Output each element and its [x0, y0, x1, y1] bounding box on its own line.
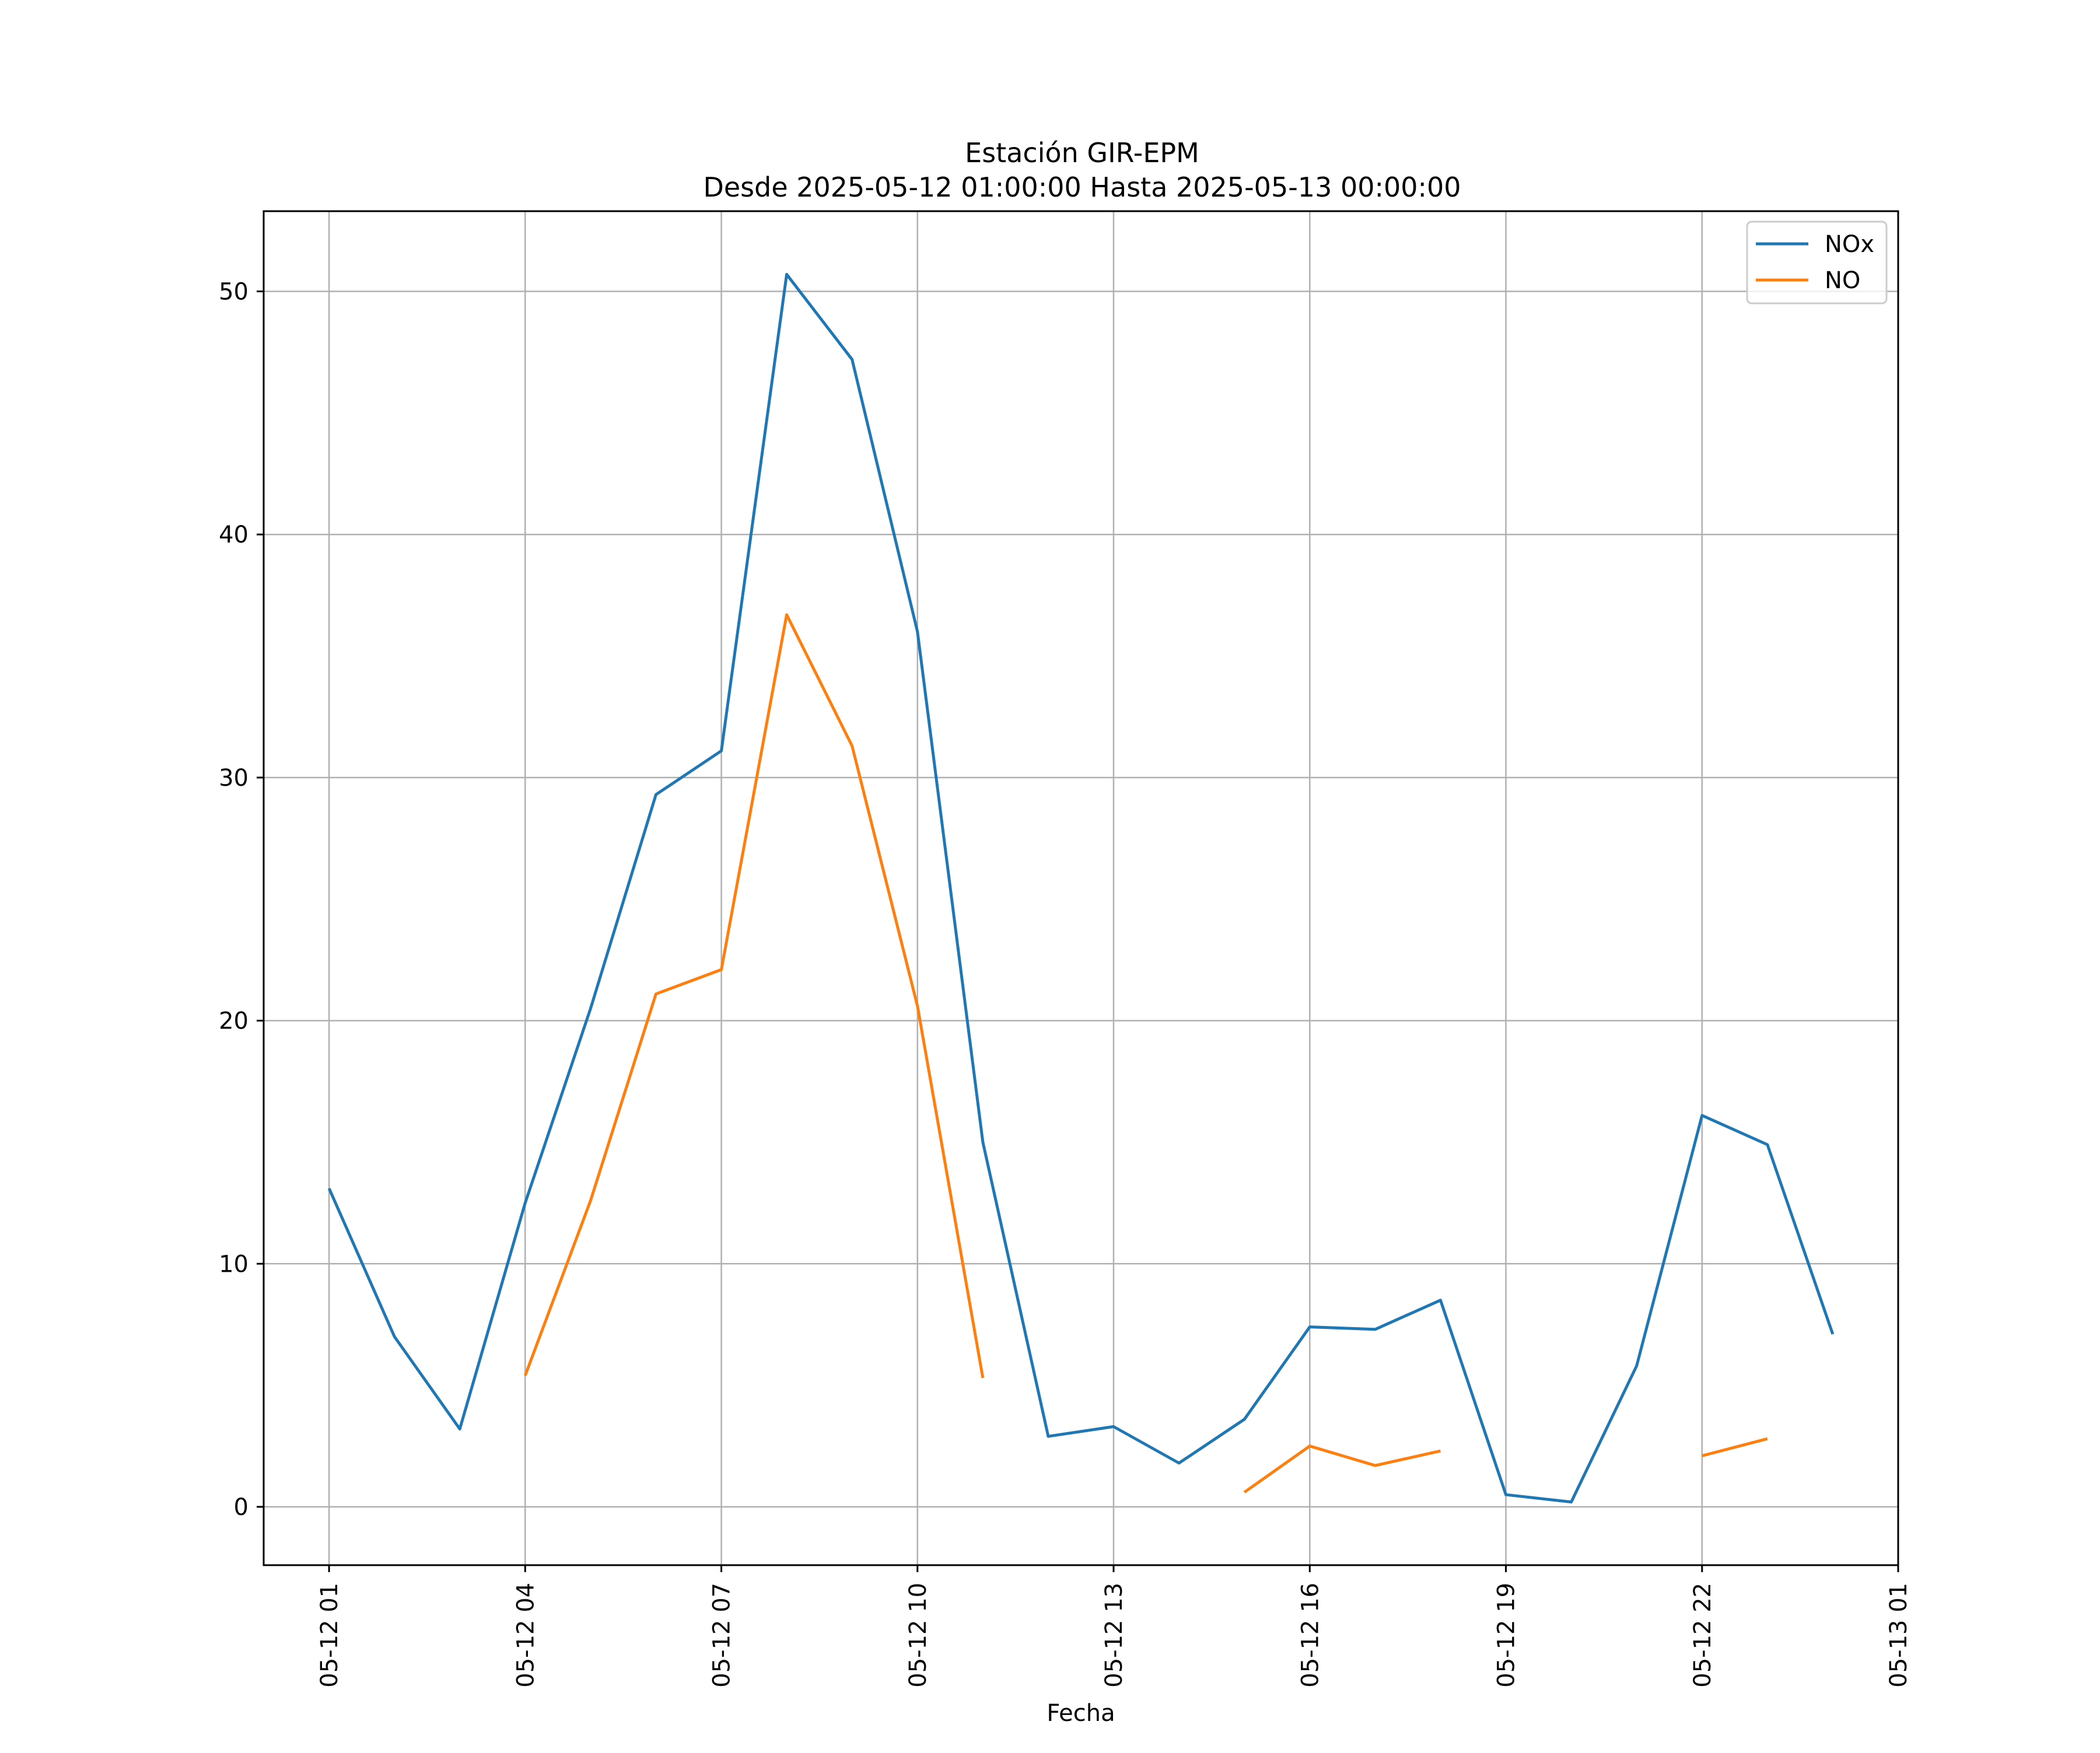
x-tick-label: 05-12 13: [1101, 1583, 1128, 1688]
y-tick-label: 0: [234, 1494, 249, 1521]
x-tick-label: 05-13 01: [1885, 1583, 1912, 1688]
series-line-no: [523, 613, 985, 1378]
legend-label-no: NO: [1825, 267, 1860, 294]
chart-subtitle: Desde 2025-05-12 01:00:00 Hasta 2025-05-…: [703, 172, 1461, 203]
plot-frame: [262, 210, 1899, 1566]
x-tick-label: 05-12 04: [512, 1583, 539, 1688]
legend-box: [1746, 221, 1888, 305]
y-tick-label: 20: [219, 1008, 249, 1035]
y-axis-ticks: 0 10 20 30 40 50: [219, 279, 264, 1521]
series-line-no: [1702, 1437, 1768, 1457]
x-axis-label: Fecha: [1046, 1700, 1115, 1727]
x-tick-label: 05-12 07: [709, 1583, 736, 1688]
x-tick-label: 05-12 01: [316, 1583, 343, 1688]
series-lines: [327, 272, 1835, 1504]
series-line-no: [1243, 1444, 1441, 1494]
legend-label-nox: NOx: [1825, 231, 1874, 258]
x-tick-label: 05-12 22: [1689, 1583, 1716, 1688]
y-tick-label: 30: [219, 765, 249, 792]
legend: NOx NO: [1746, 221, 1888, 305]
x-tick-label: 05-12 19: [1493, 1583, 1520, 1688]
chart-title: Estación GIR-EPM: [965, 137, 1199, 169]
series-line-nox: [327, 272, 1835, 1504]
y-tick-label: 40: [219, 522, 249, 548]
x-tick-label: 05-12 10: [905, 1583, 932, 1688]
y-tick-label: 50: [219, 279, 249, 306]
y-tick-label: 10: [219, 1251, 249, 1278]
x-axis-ticks: 05-12 01 05-12 04 05-12 07 05-12 10 05-12 13…: [316, 1565, 1912, 1688]
x-tick-label: 05-12 16: [1297, 1583, 1324, 1688]
